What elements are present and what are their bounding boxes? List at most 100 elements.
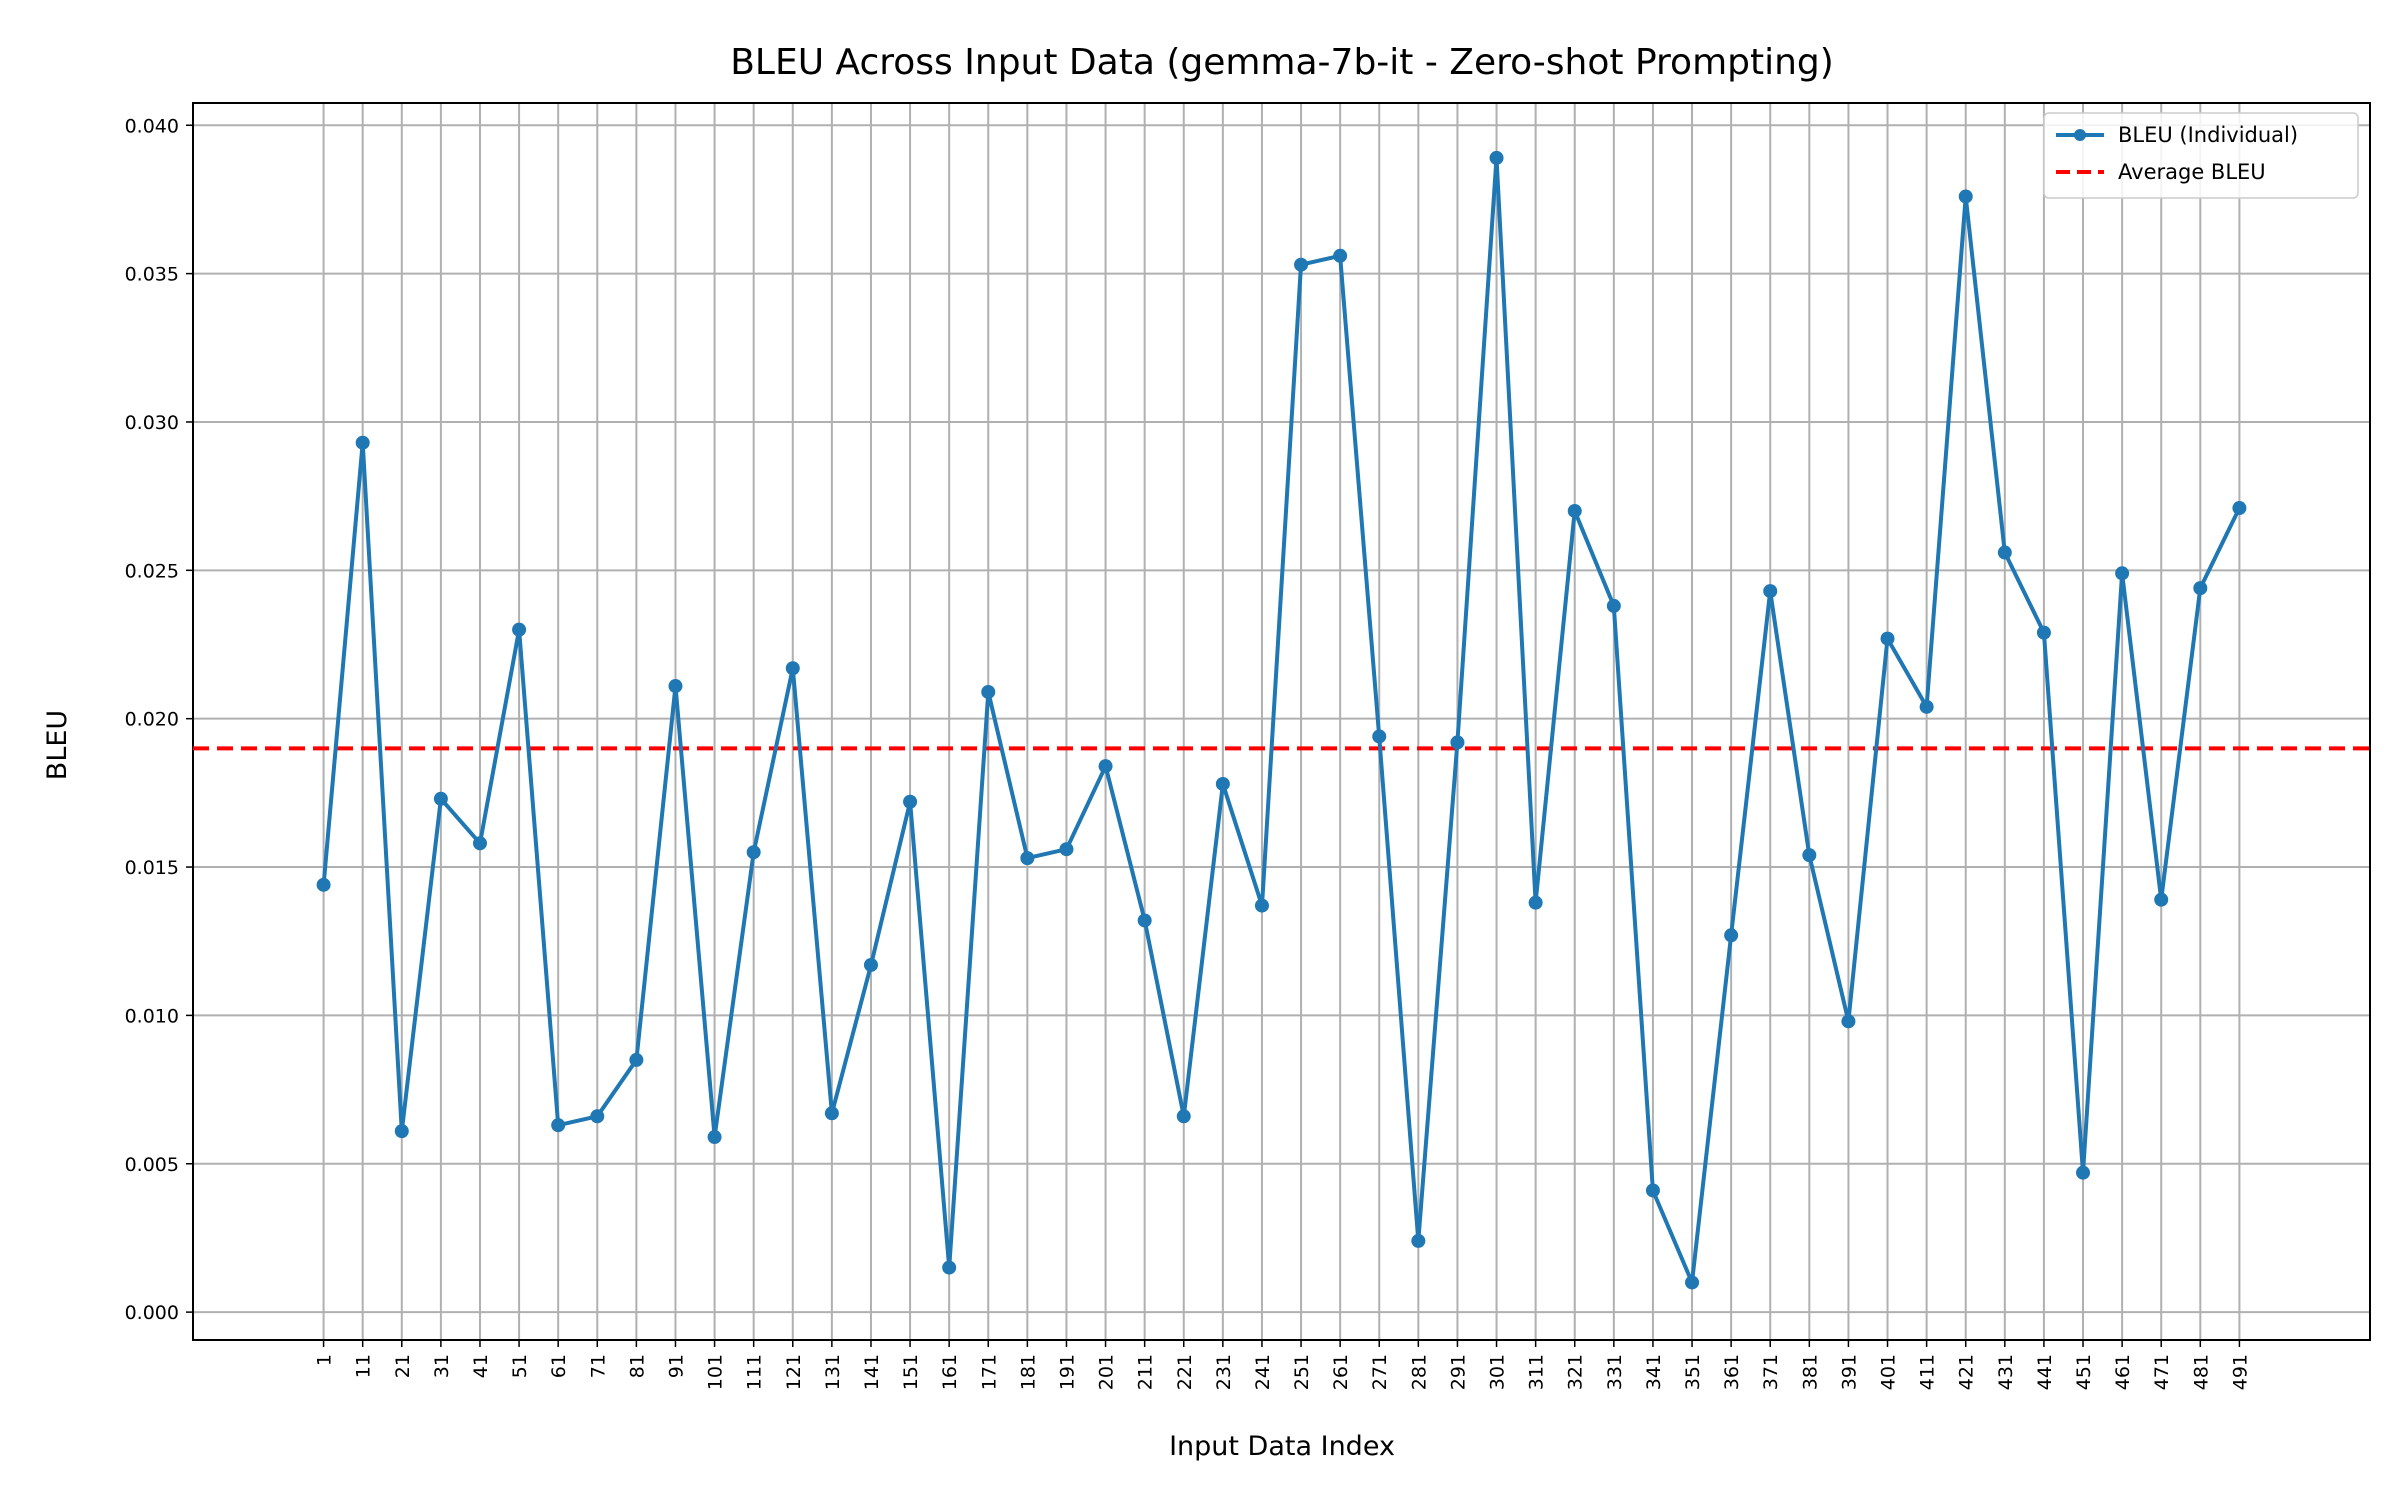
data-point <box>1685 1275 1700 1290</box>
data-point <box>1137 913 1152 928</box>
y-tick-label: 0.040 <box>125 115 179 137</box>
x-tick-label: 111 <box>744 1354 766 1390</box>
y-tick-label: 0.025 <box>125 560 179 582</box>
y-tick-label: 0.035 <box>125 264 179 286</box>
data-point <box>1567 503 1582 518</box>
y-tick-label: 0.010 <box>125 1005 179 1027</box>
chart-title: BLEU Across Input Data (gemma-7b-it - Ze… <box>730 42 1834 83</box>
x-tick-label: 391 <box>1838 1354 1860 1390</box>
data-point <box>1489 150 1504 165</box>
plot-frame <box>192 102 2371 1341</box>
data-point <box>1606 598 1621 613</box>
data-point <box>472 836 487 851</box>
x-tick-label: 161 <box>939 1354 961 1390</box>
x-tick-label: 1 <box>314 1354 336 1366</box>
x-tick-label: 191 <box>1056 1354 1078 1390</box>
data-point <box>1528 895 1543 910</box>
data-point <box>355 435 370 450</box>
data-point <box>2036 625 2051 640</box>
data-point <box>1450 735 1465 750</box>
y-tick-label: 0.000 <box>125 1302 179 1324</box>
y-tick-label: 0.005 <box>125 1154 179 1176</box>
x-tick-label: 61 <box>548 1354 570 1378</box>
x-tick-label: 491 <box>2229 1354 2251 1390</box>
x-tick-label: 41 <box>470 1354 492 1378</box>
x-tick-label: 91 <box>665 1354 687 1378</box>
data-point <box>824 1106 839 1121</box>
x-tick-label: 11 <box>353 1354 375 1378</box>
x-tick-label: 331 <box>1604 1354 1626 1390</box>
x-tick-label: 81 <box>626 1354 648 1378</box>
data-point <box>2232 501 2247 516</box>
data-point <box>1724 928 1739 943</box>
data-point <box>512 622 527 637</box>
legend-box <box>2043 112 2359 199</box>
x-tick-label: 221 <box>1174 1354 1196 1390</box>
data-point <box>1098 759 1113 774</box>
x-tick-label: 411 <box>1917 1354 1939 1390</box>
x-tick-label: 341 <box>1643 1354 1665 1390</box>
data-point <box>2115 566 2130 581</box>
x-tick-label: 21 <box>392 1354 414 1378</box>
data-point <box>981 684 996 699</box>
x-tick-label: 211 <box>1135 1354 1157 1390</box>
x-tick-label: 471 <box>2151 1354 2173 1390</box>
data-point <box>1020 851 1035 866</box>
x-tick-label: 261 <box>1330 1354 1352 1390</box>
data-point <box>746 845 761 860</box>
data-point <box>2193 581 2208 596</box>
data-point <box>668 679 683 694</box>
x-tick-label: 431 <box>1995 1354 2017 1390</box>
x-tick-label: 281 <box>1408 1354 1430 1390</box>
x-tick-label: 271 <box>1369 1354 1391 1390</box>
x-tick-label: 141 <box>861 1354 883 1390</box>
grid-lines <box>193 103 2370 1340</box>
data-point <box>1294 257 1309 272</box>
data-point <box>1254 898 1269 913</box>
data-point <box>1802 848 1817 863</box>
x-tick-label: 131 <box>822 1354 844 1390</box>
y-tick-label: 0.020 <box>125 709 179 731</box>
x-tick-label: 31 <box>431 1354 453 1378</box>
x-tick-label: 101 <box>705 1354 727 1390</box>
bleu-series-line <box>321 155 2242 1285</box>
x-tick-label: 481 <box>2190 1354 2212 1390</box>
data-point <box>1372 729 1387 744</box>
data-point <box>1841 1014 1856 1029</box>
x-tick-label: 51 <box>509 1354 531 1378</box>
data-point <box>1645 1183 1660 1198</box>
legend-label: Average BLEU <box>2118 160 2266 184</box>
x-tick-label: 311 <box>1526 1354 1548 1390</box>
data-point <box>1880 631 1895 646</box>
legend: BLEU (Individual) Average BLEU <box>2043 112 2359 199</box>
y-tick-label: 0.030 <box>125 412 179 434</box>
data-point <box>903 794 918 809</box>
legend-label: BLEU (Individual) <box>2118 123 2298 147</box>
x-tick-label: 151 <box>900 1354 922 1390</box>
data-series <box>316 150 2247 1290</box>
x-tick-label: 441 <box>2034 1354 2056 1390</box>
data-point <box>1958 189 1973 204</box>
data-point <box>1176 1109 1191 1124</box>
data-point <box>316 877 331 892</box>
x-tick-label: 241 <box>1252 1354 1274 1390</box>
data-point <box>1411 1233 1426 1248</box>
data-point <box>394 1124 409 1139</box>
data-point <box>942 1260 957 1275</box>
x-tick-label: 171 <box>978 1354 1000 1390</box>
axes: 1 11 21 31 41 51 61 71 81 91 101 111 121 131 141 151 161… <box>125 102 2371 1390</box>
y-tick-label: 0.015 <box>125 857 179 879</box>
data-point <box>785 661 800 676</box>
x-tick-label: 381 <box>1799 1354 1821 1390</box>
data-point <box>1919 699 1934 714</box>
x-tick-label: 401 <box>1878 1354 1900 1390</box>
x-tick-label: 351 <box>1682 1354 1704 1390</box>
data-point <box>1215 776 1230 791</box>
data-point <box>2076 1165 2091 1180</box>
x-tick-label: 71 <box>587 1354 609 1378</box>
data-point <box>2154 892 2169 907</box>
x-tick-label: 301 <box>1487 1354 1509 1390</box>
data-point <box>590 1109 605 1124</box>
